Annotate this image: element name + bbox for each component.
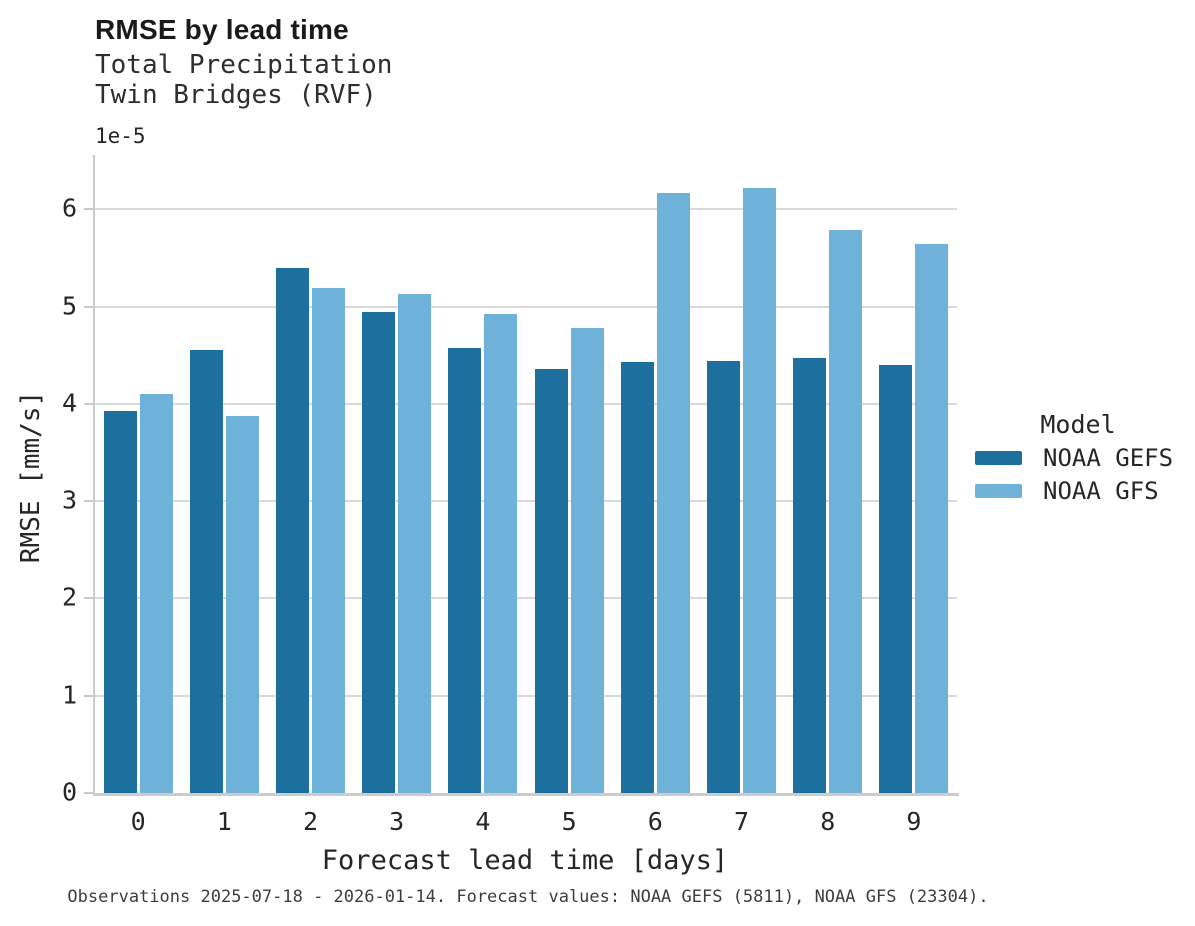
chart-title: RMSE by lead time bbox=[95, 14, 349, 45]
bar-group-lead-4 bbox=[440, 155, 526, 793]
x-tick-label: 0 bbox=[130, 807, 146, 836]
bars-layer bbox=[95, 155, 957, 793]
y-tick bbox=[84, 208, 93, 210]
x-tick-label: 2 bbox=[302, 807, 319, 836]
bar-noaa-gfs bbox=[829, 230, 863, 793]
gridline bbox=[95, 403, 957, 405]
bar-noaa-gfs bbox=[570, 328, 604, 793]
x-axis-label: Forecast lead time [days] bbox=[321, 845, 729, 876]
bar-group-lead-7 bbox=[698, 155, 784, 793]
y-tick-label: 3 bbox=[61, 485, 77, 515]
y-tick bbox=[84, 695, 93, 697]
bar-noaa-gefs bbox=[879, 365, 913, 793]
bar-noaa-gefs bbox=[620, 362, 654, 793]
y-tick-label: 1 bbox=[61, 680, 77, 710]
bar-group-lead-3 bbox=[354, 155, 440, 793]
y-tick-label: 4 bbox=[61, 388, 77, 418]
footer-note: Observations 2025-07-18 - 2026-01-14. Fo… bbox=[67, 887, 989, 907]
plot-area: 0 1 2 3 4 5 6 7 8 9 0 1 2 3 4 5 6 bbox=[62, 155, 959, 836]
bar-group-lead-6 bbox=[612, 155, 698, 793]
x-tick-label: 4 bbox=[475, 807, 491, 836]
x-tick-label: 3 bbox=[389, 807, 405, 836]
y-tick bbox=[84, 597, 93, 599]
bar-group-lead-0 bbox=[95, 155, 181, 793]
bar-noaa-gfs bbox=[484, 314, 518, 793]
x-tick-labels: 0 1 2 3 4 5 6 7 8 9 bbox=[95, 807, 957, 836]
gridline bbox=[95, 597, 957, 599]
x-tick-label: 1 bbox=[216, 807, 232, 836]
y-tick-label: 6 bbox=[61, 193, 77, 223]
bar-noaa-gefs bbox=[534, 369, 568, 793]
x-tick-label: 5 bbox=[561, 807, 577, 836]
gridline bbox=[95, 306, 957, 308]
y-axis-spine bbox=[93, 155, 95, 796]
legend-label: NOAA GEFS bbox=[1043, 443, 1174, 472]
x-tick-label: 7 bbox=[733, 807, 750, 836]
y-axis-offset-label: 1e-5 bbox=[95, 124, 146, 148]
legend-swatch bbox=[975, 450, 1022, 465]
legend-item-noaa-gefs: NOAA GEFS bbox=[975, 441, 1188, 474]
x-axis-spine bbox=[93, 793, 959, 796]
gridline bbox=[95, 500, 957, 502]
y-tick-label: 0 bbox=[61, 777, 77, 807]
bar-noaa-gfs bbox=[398, 294, 432, 793]
bar-noaa-gfs bbox=[312, 288, 345, 793]
legend-item-noaa-gfs: NOAA GFS bbox=[975, 474, 1188, 507]
y-tick bbox=[84, 500, 93, 502]
bar-group-lead-5 bbox=[526, 155, 612, 793]
y-tick-label: 2 bbox=[61, 582, 77, 612]
bar-group-lead-2 bbox=[267, 155, 353, 793]
x-tick-label: 9 bbox=[906, 807, 922, 836]
bar-noaa-gfs bbox=[915, 244, 949, 793]
legend-title: Model bbox=[1040, 410, 1116, 439]
bar-noaa-gefs bbox=[103, 411, 137, 793]
chart-subtitle: Total Precipitation Twin Bridges (RVF) bbox=[95, 50, 392, 110]
bar-noaa-gefs bbox=[276, 268, 309, 793]
gridline bbox=[95, 208, 957, 210]
bar-noaa-gfs bbox=[656, 193, 690, 793]
bar-noaa-gfs bbox=[225, 416, 259, 793]
y-tick bbox=[84, 792, 93, 794]
bar-noaa-gefs bbox=[189, 350, 223, 793]
bar-group-lead-9 bbox=[871, 155, 957, 793]
bar-group-lead-1 bbox=[181, 155, 267, 793]
bar-noaa-gefs bbox=[448, 348, 482, 793]
x-tick-label: 8 bbox=[820, 807, 836, 836]
bar-group-lead-8 bbox=[785, 155, 871, 793]
bar-noaa-gefs bbox=[707, 361, 741, 793]
y-tick bbox=[84, 403, 93, 405]
bar-noaa-gfs bbox=[743, 188, 777, 793]
y-tick-label: 5 bbox=[61, 291, 77, 321]
chart-subtitle-location: Twin Bridges (RVF) bbox=[95, 80, 377, 110]
legend-label: NOAA GFS bbox=[1043, 476, 1159, 505]
legend-swatch bbox=[975, 483, 1022, 498]
gridline bbox=[95, 695, 957, 697]
bar-noaa-gefs bbox=[362, 312, 396, 793]
chart-subtitle-variable: Total Precipitation bbox=[95, 50, 393, 80]
legend: Model NOAA GEFS NOAA GFS bbox=[968, 408, 1188, 507]
y-tick bbox=[84, 306, 93, 308]
x-tick-label: 6 bbox=[647, 807, 663, 836]
bar-noaa-gefs bbox=[793, 358, 827, 793]
bar-noaa-gfs bbox=[139, 394, 173, 793]
legend-items: NOAA GEFS NOAA GFS bbox=[968, 441, 1188, 507]
